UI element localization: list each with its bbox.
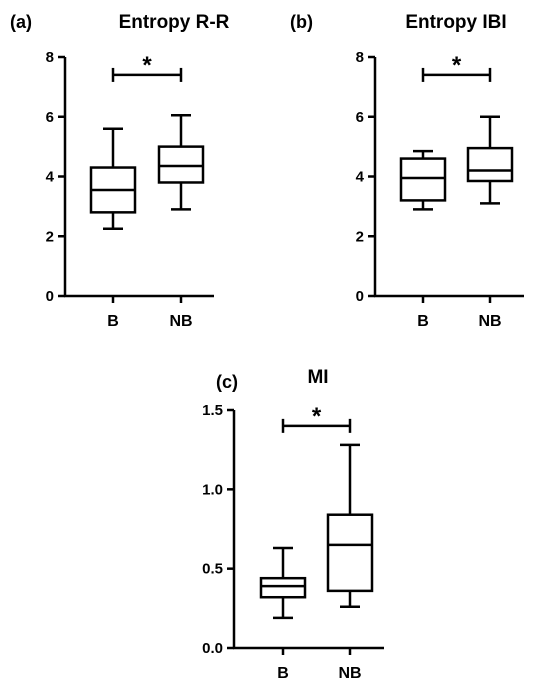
x-category-label: B bbox=[277, 665, 289, 682]
box-nb bbox=[466, 115, 514, 205]
chart-title: MI bbox=[307, 367, 328, 388]
y-tick-label: 0.5 bbox=[202, 561, 223, 578]
box-b bbox=[89, 127, 137, 231]
x-category-label: B bbox=[107, 313, 119, 330]
x-category-label: NB bbox=[478, 313, 501, 330]
panel-label: (b) bbox=[290, 12, 313, 32]
box-b bbox=[259, 546, 307, 620]
chart-panel-1: (b) Entropy IBI 0 2 4 6 8 B NB * bbox=[290, 12, 524, 330]
y-tick-label: 0.0 bbox=[202, 640, 223, 657]
y-tick-label: 2 bbox=[356, 228, 364, 245]
box-b bbox=[399, 149, 447, 211]
significance-star: * bbox=[312, 403, 322, 430]
y-tick-label: 8 bbox=[356, 49, 364, 66]
y-tick-label: 0 bbox=[356, 288, 364, 305]
significance-star: * bbox=[142, 52, 152, 79]
y-tick-label: 6 bbox=[46, 109, 54, 126]
x-category-label: NB bbox=[169, 313, 192, 330]
y-tick-label: 6 bbox=[356, 109, 364, 126]
chart-panel-0: (a) Entropy R-R 0 2 4 6 8 B NB * bbox=[10, 12, 230, 330]
y-tick-label: 1.0 bbox=[202, 481, 223, 498]
chart-title: Entropy R-R bbox=[119, 12, 230, 33]
y-tick-label: 8 bbox=[46, 49, 54, 66]
y-tick-label: 0 bbox=[46, 288, 54, 305]
y-tick-label: 1.5 bbox=[202, 402, 223, 419]
y-tick-label: 2 bbox=[46, 228, 54, 245]
y-tick-label: 4 bbox=[356, 169, 365, 186]
box-nb bbox=[326, 443, 374, 608]
chart-panel-2: (c) MI 0.0 0.5 1.0 1.5 B NB * bbox=[202, 367, 384, 682]
x-category-label: B bbox=[417, 313, 429, 330]
iqr-box bbox=[259, 576, 307, 599]
panel-label: (a) bbox=[10, 12, 32, 32]
iqr-box bbox=[157, 145, 205, 184]
significance-bracket: * bbox=[111, 52, 183, 82]
iqr-box bbox=[399, 157, 447, 202]
x-category-label: NB bbox=[338, 665, 361, 682]
iqr-box bbox=[466, 146, 514, 183]
chart-title: Entropy IBI bbox=[405, 12, 506, 33]
significance-bracket: * bbox=[281, 403, 352, 433]
y-tick-label: 4 bbox=[46, 169, 55, 186]
significance-bracket: * bbox=[421, 52, 492, 82]
significance-star: * bbox=[452, 52, 462, 79]
iqr-box bbox=[326, 513, 374, 593]
panel-label: (c) bbox=[216, 372, 238, 392]
box-nb bbox=[157, 114, 205, 211]
